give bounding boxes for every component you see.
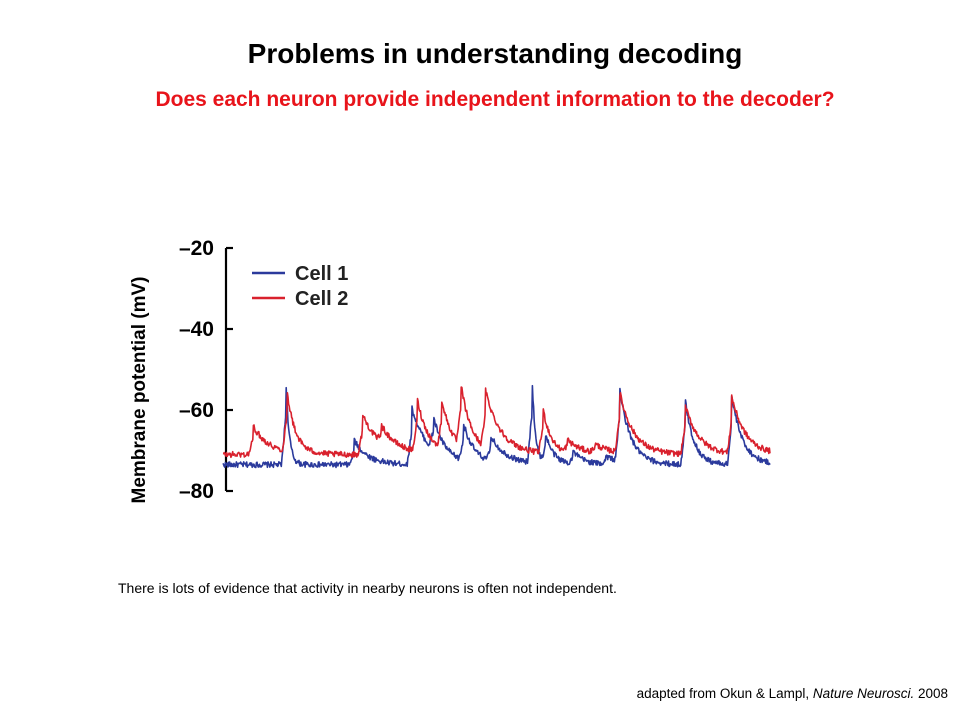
legend-label: Cell 2 [295, 288, 348, 310]
y-tick-label: –40 [179, 318, 214, 341]
y-tick-label: –60 [179, 399, 214, 422]
membrane-potential-chart: Membrane potential (mV) –20 –40 –60 –80 Cel… [129, 237, 771, 504]
legend-label: Cell 1 [295, 263, 348, 285]
credit-prefix: adapted from Okun & Lampl, [636, 686, 813, 701]
y-axis-label: Membrane potential (mV) [129, 277, 150, 504]
source-credit: adapted from Okun & Lampl, Nature Neuros… [637, 686, 948, 701]
y-tick-label: –80 [179, 480, 214, 503]
credit-year: 2008 [914, 686, 948, 701]
slide-subtitle: Does each neuron provide independent inf… [155, 88, 835, 111]
y-tick-label: –20 [179, 237, 214, 260]
series-line-1 [222, 384, 771, 469]
series-line-2 [222, 386, 771, 459]
slide-title: Problems in understanding decoding [247, 38, 743, 69]
credit-journal: Nature Neurosci. [812, 686, 915, 701]
caption: There is lots of evidence that activity … [118, 580, 617, 596]
